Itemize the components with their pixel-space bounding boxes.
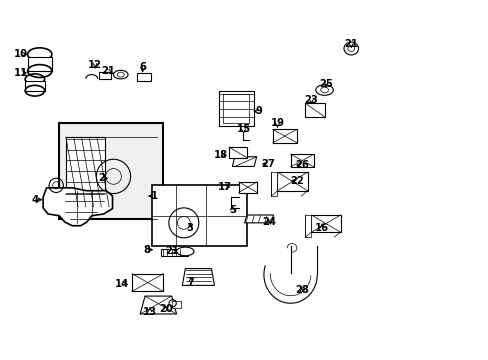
Text: 6: 6 xyxy=(139,63,146,72)
Polygon shape xyxy=(140,296,176,314)
Bar xyxy=(305,215,311,237)
Text: 13: 13 xyxy=(142,307,157,317)
Bar xyxy=(305,103,324,117)
Text: 7: 7 xyxy=(187,277,194,287)
Bar xyxy=(27,57,52,71)
Text: 10: 10 xyxy=(14,49,28,59)
Bar xyxy=(311,215,340,232)
Text: 20: 20 xyxy=(159,303,172,314)
Bar xyxy=(277,172,307,191)
Bar xyxy=(66,137,104,207)
Text: 18: 18 xyxy=(214,150,228,160)
Ellipse shape xyxy=(343,42,358,55)
Text: 24: 24 xyxy=(261,217,275,227)
Bar xyxy=(152,185,246,246)
Bar xyxy=(132,274,163,292)
Text: 23: 23 xyxy=(304,95,318,105)
Bar xyxy=(161,249,187,256)
Text: 8: 8 xyxy=(142,245,150,255)
Polygon shape xyxy=(232,157,256,166)
Bar xyxy=(290,154,313,167)
Bar xyxy=(238,182,257,193)
Text: 25: 25 xyxy=(319,79,332,89)
Polygon shape xyxy=(244,215,273,223)
Bar xyxy=(272,129,296,143)
Text: 21: 21 xyxy=(102,66,115,76)
Bar xyxy=(228,147,247,158)
Bar xyxy=(222,94,249,123)
Polygon shape xyxy=(171,301,181,308)
Ellipse shape xyxy=(176,247,194,256)
Text: 21: 21 xyxy=(165,247,179,256)
Text: 15: 15 xyxy=(236,124,250,134)
Text: 1: 1 xyxy=(151,191,158,201)
Polygon shape xyxy=(182,269,214,285)
Polygon shape xyxy=(43,188,112,226)
Text: 3: 3 xyxy=(186,223,193,233)
Text: 11: 11 xyxy=(14,68,28,78)
Text: 5: 5 xyxy=(228,205,235,215)
Text: 12: 12 xyxy=(88,60,102,70)
Text: 26: 26 xyxy=(294,160,308,170)
Bar xyxy=(219,91,254,126)
Ellipse shape xyxy=(113,70,128,79)
Bar xyxy=(271,172,277,196)
Text: 9: 9 xyxy=(255,107,262,116)
Text: 4: 4 xyxy=(31,195,39,204)
Circle shape xyxy=(168,208,199,238)
Bar xyxy=(99,72,111,78)
Bar xyxy=(137,73,151,81)
Text: 27: 27 xyxy=(261,159,274,169)
Bar xyxy=(59,123,163,219)
Text: 21: 21 xyxy=(344,39,358,49)
Text: 19: 19 xyxy=(270,118,284,128)
Text: 28: 28 xyxy=(294,285,308,295)
Text: 2: 2 xyxy=(98,173,104,183)
Text: 22: 22 xyxy=(289,176,303,186)
Bar xyxy=(25,81,44,91)
Text: 14: 14 xyxy=(115,279,129,289)
Text: 17: 17 xyxy=(218,182,232,192)
Text: 16: 16 xyxy=(314,223,328,233)
